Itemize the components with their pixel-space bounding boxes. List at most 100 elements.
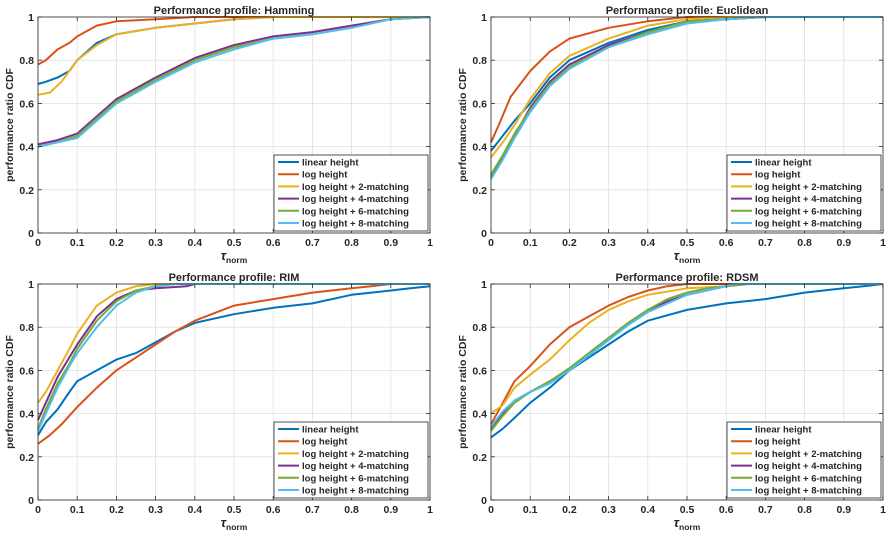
legend-label: log height + 4-matching [755, 194, 862, 205]
legend-label: log height + 8-matching [755, 219, 862, 230]
x-tick-label: 0 [35, 237, 41, 249]
series-line-log-height-8-matching [37, 16, 431, 148]
y-tick-label: 0.8 [472, 322, 487, 334]
x-tick-label: 0.4 [640, 504, 655, 516]
x-tick-label: 0.3 [601, 504, 616, 516]
x-tick-label: 0.5 [227, 504, 242, 516]
chart-title: Performance profile: Hamming [154, 5, 315, 17]
y-tick-label: 0.2 [472, 185, 487, 197]
y-axis-label: performance ratio CDF [457, 68, 469, 182]
series-line-log-height [37, 16, 430, 66]
legend-label: log height + 6-matching [755, 473, 862, 484]
x-tick-label: 0.5 [680, 237, 695, 249]
x-axis-label: τnorm [221, 248, 248, 265]
x-tick-label: 1 [880, 504, 886, 516]
y-tick-label: 1 [28, 12, 34, 24]
chart-title: Performance profile: RIM [169, 272, 300, 284]
y-tick-label: 0.6 [19, 365, 34, 377]
series-line-log-height-8-matching [490, 16, 883, 180]
x-tick-label: 0.4 [187, 237, 202, 249]
y-tick-label: 0 [481, 228, 487, 240]
y-tick-label: 0.6 [472, 98, 487, 110]
legend-label: log height + 6-matching [302, 473, 409, 484]
x-tick-label: 0.9 [836, 237, 851, 249]
chart-title: Performance profile: RDSM [615, 272, 758, 284]
legend-label: log height [302, 170, 348, 181]
x-tick-label: 0.6 [266, 237, 281, 249]
series-line-log-height-2-matching [37, 16, 430, 96]
x-tick-label: 0.4 [640, 237, 655, 249]
x-tick-label: 0.2 [562, 237, 577, 249]
legend-box [726, 154, 882, 232]
y-tick-label: 1 [481, 279, 487, 291]
chart-title: Performance profile: Euclidean [606, 5, 769, 17]
legend-label: log height [755, 170, 801, 181]
y-axis-label: performance ratio CDF [4, 335, 16, 449]
x-tick-label: 0.6 [266, 504, 281, 516]
y-tick-label: 0.4 [19, 142, 34, 154]
x-tick-label: 0 [488, 504, 494, 516]
series-line-log-height [37, 283, 430, 445]
legend-label: log height + 8-matching [302, 486, 409, 497]
legend-label: log height + 2-matching [755, 449, 862, 460]
x-tick-label: 1 [427, 237, 433, 249]
y-tick-label: 0 [28, 495, 34, 507]
legend-label: log height + 2-matching [755, 182, 862, 193]
x-tick-label: 0.9 [383, 237, 398, 249]
x-axis-label: τnorm [674, 515, 701, 532]
legend-box [273, 154, 429, 232]
y-tick-label: 0.2 [472, 452, 487, 464]
x-tick-label: 0.7 [305, 504, 320, 516]
x-tick-label: 0.3 [148, 237, 163, 249]
chart-panel: 0 0.1 0.2 0.3 0.4 0.5 0.6 0.7 0.8 0.9 1 0 0.2 0.4 0.6 0… [457, 272, 886, 532]
x-tick-label: 0.2 [109, 504, 124, 516]
series-line-log-height [490, 283, 883, 425]
x-tick-label: 0.8 [344, 237, 359, 249]
y-tick-label: 0.6 [472, 365, 487, 377]
chart-panel: 0 0.1 0.2 0.3 0.4 0.5 0.6 0.7 0.8 0.9 1 0 0.2 0.4 0.6 0… [4, 5, 433, 265]
legend-label: log height + 4-matching [755, 461, 862, 472]
legend-label: linear height [302, 425, 359, 436]
y-tick-label: 0.4 [472, 142, 487, 154]
series-line-log-height-2-matching [37, 283, 430, 404]
x-tick-label: 0.5 [227, 237, 242, 249]
x-axis-label: τnorm [221, 515, 248, 532]
x-tick-label: 0.6 [719, 237, 734, 249]
y-tick-label: 0.4 [472, 409, 487, 421]
x-tick-label: 0.4 [187, 504, 202, 516]
y-tick-label: 0.8 [472, 55, 487, 67]
y-tick-label: 0.2 [19, 185, 34, 197]
series-line-log-height-8-matching [490, 283, 883, 428]
x-tick-label: 0.2 [562, 504, 577, 516]
x-tick-label: 0.3 [148, 504, 163, 516]
series-line-log-height-4-matching [37, 16, 431, 146]
y-tick-label: 0.4 [19, 409, 34, 421]
x-tick-label: 0 [488, 237, 494, 249]
x-tick-label: 0.7 [758, 237, 773, 249]
x-tick-label: 0.7 [758, 504, 773, 516]
legend-label: log height + 6-matching [302, 206, 409, 217]
x-tick-label: 0.5 [680, 504, 695, 516]
series-line-log-height-2-matching [490, 16, 883, 159]
y-tick-label: 0 [28, 228, 34, 240]
y-tick-label: 1 [28, 279, 34, 291]
series-line-log-height-4-matching [37, 283, 430, 421]
legend-label: log height + 4-matching [302, 194, 409, 205]
legend-label: linear height [755, 425, 812, 436]
y-tick-label: 0.6 [19, 98, 34, 110]
y-tick-label: 0 [481, 495, 487, 507]
legend-label: log height + 8-matching [755, 486, 862, 497]
chart-panel: 0 0.1 0.2 0.3 0.4 0.5 0.6 0.7 0.8 0.9 1 0 0.2 0.4 0.6 0… [4, 272, 433, 532]
series-line-log-height [490, 16, 883, 143]
x-tick-label: 0.9 [383, 504, 398, 516]
x-tick-label: 0 [35, 504, 41, 516]
legend-label: log height [755, 437, 801, 448]
x-tick-label: 0.1 [523, 237, 538, 249]
x-tick-label: 0.1 [523, 504, 538, 516]
x-tick-label: 0.1 [70, 504, 85, 516]
x-tick-label: 0.1 [70, 237, 85, 249]
y-tick-label: 0.2 [19, 452, 34, 464]
